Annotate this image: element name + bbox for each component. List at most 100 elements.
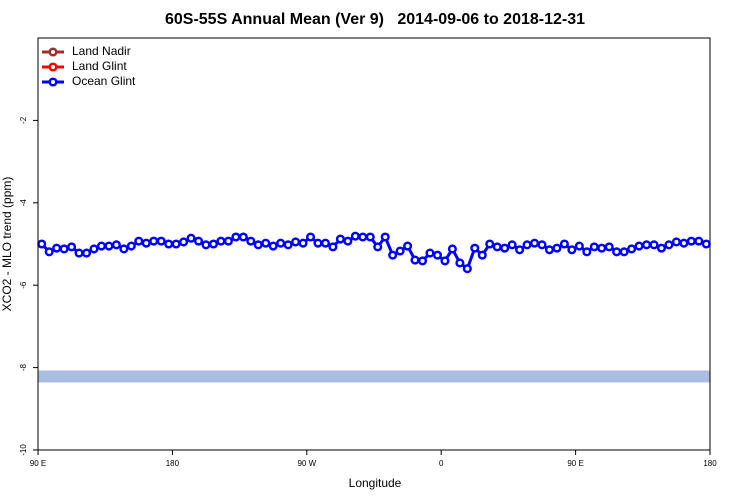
data-point [522, 240, 532, 250]
data-point [141, 238, 151, 248]
data-point [52, 243, 62, 253]
data-point [567, 245, 577, 255]
data-point [447, 244, 457, 254]
data-point [686, 236, 696, 246]
data-point [305, 232, 316, 242]
x-tick-label: 90 E [30, 459, 46, 468]
data-point [470, 243, 480, 253]
data-point [462, 264, 472, 274]
data-point [201, 240, 211, 250]
data-point [350, 231, 360, 241]
data-point [358, 232, 368, 242]
data-point [365, 232, 375, 242]
x-tick-label: 90 W [297, 459, 316, 468]
data-point [492, 242, 502, 252]
data-point [246, 236, 256, 246]
data-point [335, 234, 345, 244]
data-point [231, 232, 241, 242]
x-tick-label: 90 E [567, 459, 583, 468]
legend-label: Land Glint [72, 59, 127, 73]
data-point [74, 248, 84, 258]
data-point [515, 245, 525, 255]
data-point [537, 240, 547, 250]
data-point [291, 237, 301, 247]
data-point [455, 258, 465, 268]
reference-band [38, 370, 710, 383]
data-point [679, 238, 689, 248]
data-point [432, 250, 443, 260]
y-tick-label: -8 [19, 363, 28, 371]
data-point [149, 236, 159, 246]
chart-title: 60S-55S Annual Mean (Ver 9) 2014-09-06 t… [165, 11, 585, 28]
data-point [417, 256, 428, 266]
data-point [343, 236, 353, 246]
data-point [179, 237, 189, 247]
data-point [395, 246, 405, 256]
data-point [283, 240, 293, 250]
data-point [37, 239, 47, 249]
data-point [552, 243, 562, 253]
legend-swatch-marker [48, 47, 58, 57]
data-point [388, 250, 398, 260]
data-point [619, 247, 629, 257]
data-point [276, 238, 286, 248]
data-point [597, 243, 607, 253]
data-point [627, 244, 637, 254]
data-point [656, 243, 667, 253]
data-point [268, 241, 278, 251]
data-point [425, 248, 435, 258]
data-point [320, 238, 331, 248]
data-point [208, 239, 219, 249]
data-point [89, 244, 99, 254]
data-point [604, 242, 614, 252]
data-point [529, 238, 540, 248]
data-point [238, 232, 248, 242]
data-point [544, 245, 555, 255]
data-point [477, 250, 487, 260]
data-point [559, 239, 569, 249]
data-point [156, 236, 166, 246]
data-point [373, 242, 383, 252]
data-point [328, 242, 338, 252]
data-point [612, 247, 622, 257]
data-point [96, 241, 107, 251]
data-point [216, 236, 226, 246]
x-tick-label: 180 [703, 459, 717, 468]
data-point [649, 240, 659, 250]
data-point [119, 244, 129, 254]
data-point [500, 243, 510, 253]
data-point [126, 241, 136, 251]
data-point [134, 236, 144, 246]
data-point [694, 236, 704, 246]
x-tick-label: 0 [439, 459, 444, 468]
data-point [641, 240, 652, 250]
data-point [59, 244, 69, 254]
x-tick-label: 180 [166, 459, 180, 468]
data-point [380, 232, 390, 242]
data-point [574, 241, 584, 251]
data-point [582, 247, 592, 257]
data-point [261, 238, 271, 248]
data-point [193, 236, 204, 246]
plot-frame [37, 37, 711, 451]
data-point [313, 238, 323, 248]
data-point [111, 240, 121, 250]
data-point [485, 239, 495, 249]
data-point [44, 247, 54, 257]
legend-label: Land Nadir [72, 44, 131, 58]
data-point [171, 239, 181, 249]
legend-swatch-marker [48, 77, 58, 87]
data-point [664, 240, 674, 250]
data-point [81, 248, 92, 258]
data-point [440, 256, 450, 266]
data-point [671, 237, 681, 247]
data-point [589, 242, 599, 252]
data-point [701, 239, 711, 249]
data-point [507, 240, 517, 250]
y-axis-label: XCO2 - MLO trend (ppm) [0, 177, 14, 312]
data-point [298, 238, 308, 248]
data-point [403, 241, 413, 251]
legend-label: Ocean Glint [72, 74, 136, 88]
data-point [164, 239, 174, 249]
